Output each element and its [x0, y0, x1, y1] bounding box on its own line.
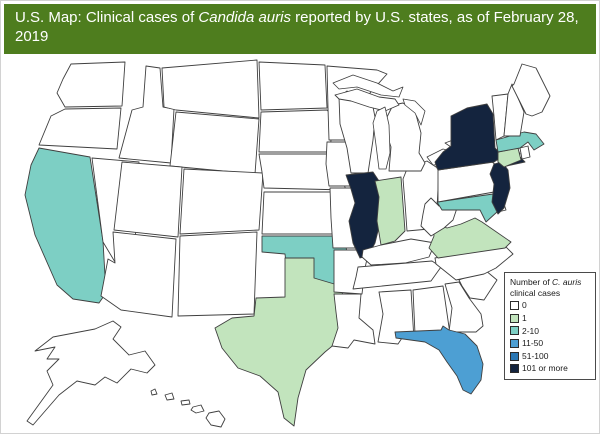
state-nd	[258, 61, 328, 111]
state-nm	[177, 231, 258, 317]
state-mi-upper	[334, 88, 400, 112]
state-az	[100, 231, 177, 318]
state-co	[179, 168, 264, 235]
legend-item-5: 101 or more	[510, 363, 591, 374]
map-svg	[24, 59, 551, 428]
legend-title-line2: clinical cases	[510, 287, 561, 298]
state-fl	[394, 325, 484, 395]
legend-title: Number of C. auris clinical cases	[510, 277, 591, 298]
legend-label-1: 1	[522, 312, 527, 323]
legend-label-4: 51-100	[522, 350, 549, 361]
legend-label-5: 101 or more	[522, 363, 568, 374]
state-hi-kauai	[150, 388, 158, 396]
state-ms	[377, 289, 415, 345]
legend-swatch-5	[510, 364, 519, 374]
state-ut	[113, 161, 183, 238]
state-wy	[169, 111, 260, 175]
state-or	[38, 107, 122, 150]
legend-title-pre: Number of	[510, 277, 553, 287]
state-me	[511, 63, 551, 117]
legend-swatch-4	[510, 351, 519, 361]
lake-superior	[332, 74, 404, 98]
state-va	[428, 217, 512, 259]
state-ri	[519, 145, 531, 160]
map-legend: Number of C. auris clinical cases 0 1 2-…	[504, 272, 596, 380]
state-tn	[352, 260, 442, 290]
us-choropleth-map	[1, 53, 599, 433]
legend-item-2: 2-10	[510, 326, 591, 337]
legend-swatch-1	[510, 313, 519, 323]
state-hi-maui	[190, 404, 205, 414]
state-ga	[444, 281, 484, 333]
legend-item-4: 51-100	[510, 351, 591, 362]
state-ca	[24, 147, 107, 304]
state-hi-molokai	[180, 399, 191, 406]
lake-huron	[402, 98, 426, 126]
state-in	[374, 176, 406, 246]
state-ky	[361, 238, 436, 266]
state-ma	[495, 131, 545, 153]
state-wa	[56, 61, 126, 108]
header-bar: U.S. Map: Clinical cases of Candida auri…	[4, 4, 596, 54]
legend-swatch-0	[510, 301, 519, 311]
legend-label-0: 0	[522, 300, 527, 311]
legend-label-2: 2-10	[522, 325, 540, 336]
lake-michigan	[372, 106, 391, 170]
state-nh	[503, 83, 525, 137]
state-mt	[161, 59, 260, 119]
page-title-pre: U.S. Map: Clinical cases of	[15, 9, 199, 26]
legend-item-0: 0	[510, 300, 591, 311]
legend-item-1: 1	[510, 313, 591, 324]
state-sd	[258, 109, 334, 153]
page-title-post: reported by U.S. states, as of February …	[15, 9, 579, 45]
legend-title-italic: C. auris	[552, 277, 582, 287]
state-ak	[26, 320, 156, 426]
legend-swatch-3	[510, 338, 519, 348]
state-la	[331, 293, 376, 349]
state-hi-oahu	[164, 392, 175, 401]
legend-label-3: 11-50	[522, 338, 544, 349]
state-vt	[491, 93, 509, 141]
page-title-italic: Candida auris	[198, 9, 291, 26]
legend-swatch-2	[510, 326, 519, 336]
legend-item-3: 11-50	[510, 338, 591, 349]
state-hi-big-island	[205, 410, 226, 428]
